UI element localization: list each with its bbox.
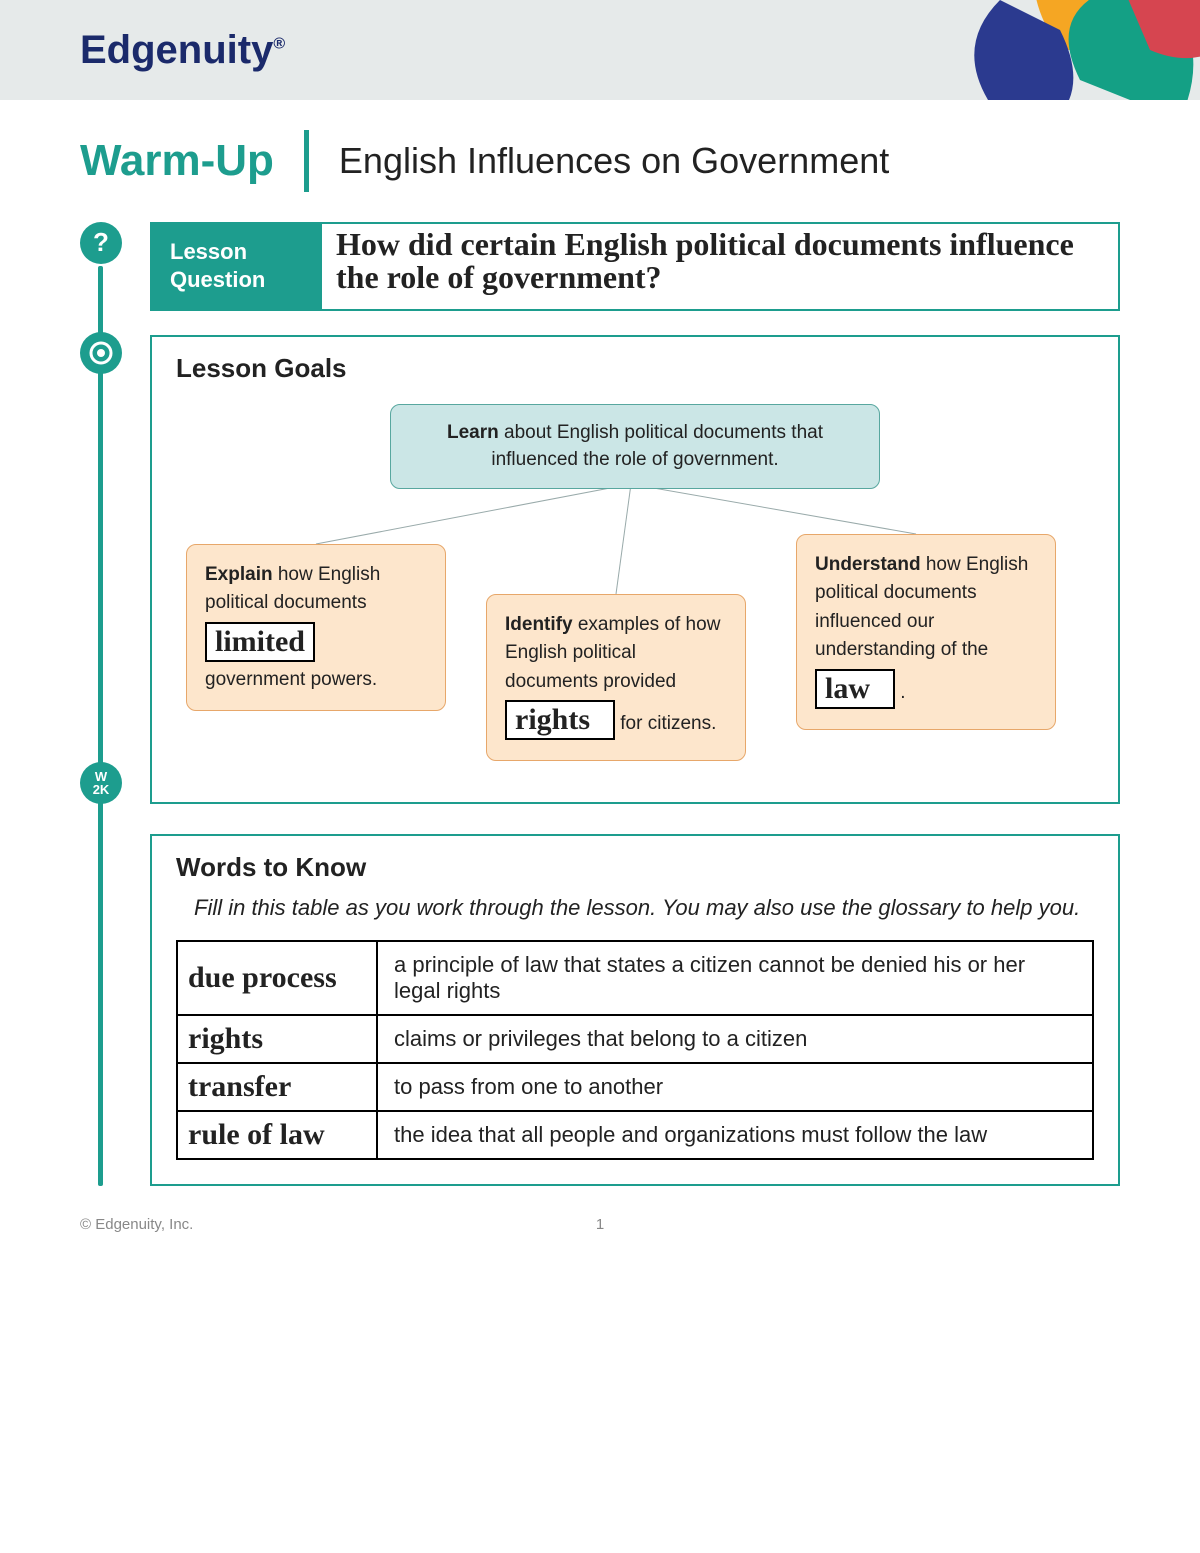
- goal-left-bold: Explain: [205, 564, 273, 585]
- vocab-definition: a principle of law that states a citizen…: [377, 941, 1093, 1015]
- vocab-term: rule of law: [177, 1111, 377, 1159]
- lesson-goals-title: Lesson Goals: [176, 353, 1094, 384]
- vocab-term: rights: [177, 1015, 377, 1063]
- goal-mid-blank: rights: [505, 700, 615, 740]
- target-icon: [80, 332, 122, 374]
- question-glyph: ?: [93, 227, 109, 258]
- table-row: due processa principle of law that state…: [177, 941, 1093, 1015]
- words-to-know-box: Words to Know Fill in this table as you …: [150, 834, 1120, 1186]
- brand-text: Edgenuity: [80, 28, 273, 72]
- vocab-definition: to pass from one to another: [377, 1063, 1093, 1111]
- words-to-know-intro: Fill in this table as you work through t…: [194, 893, 1094, 924]
- vocab-term: transfer: [177, 1063, 377, 1111]
- words-to-know-table: due processa principle of law that state…: [176, 940, 1094, 1160]
- lesson-title: English Influences on Government: [309, 140, 889, 182]
- goal-left: Explain how English political documents …: [186, 544, 446, 712]
- vocab-definition: claims or privileges that belong to a ci…: [377, 1015, 1093, 1063]
- table-row: rightsclaims or privileges that belong t…: [177, 1015, 1093, 1063]
- goal-right-bold: Understand: [815, 554, 921, 575]
- timeline-rail: [98, 266, 103, 1186]
- registered-icon: ®: [273, 36, 285, 53]
- decorative-petals: [880, 0, 1200, 100]
- goal-top: Learn about English political documents …: [390, 404, 880, 489]
- goal-left-post: government powers.: [205, 669, 377, 690]
- title-row: Warm-Up English Influences on Government: [80, 130, 1120, 192]
- goal-right: Understand how English political documen…: [796, 534, 1056, 730]
- goal-right-post: .: [900, 682, 905, 703]
- goal-top-rest: about English political documents that i…: [491, 422, 823, 471]
- words-to-know-title: Words to Know: [176, 852, 1094, 883]
- goal-mid-post: for citizens.: [620, 713, 716, 734]
- table-row: transferto pass from one to another: [177, 1063, 1093, 1111]
- footer-spacer: [1116, 1216, 1120, 1233]
- vocab-definition: the idea that all people and organizatio…: [377, 1111, 1093, 1159]
- page-number: 1: [596, 1216, 604, 1233]
- header-bar: Edgenuity®: [0, 0, 1200, 100]
- page: Edgenuity® Warm-Up English Influences on…: [0, 0, 1200, 1233]
- section-label: Warm-Up: [80, 130, 309, 192]
- copyright: © Edgenuity, Inc.: [80, 1216, 193, 1233]
- vocab-term: due process: [177, 941, 377, 1015]
- goal-top-bold: Learn: [447, 422, 499, 443]
- goal-right-blank: law: [815, 669, 895, 709]
- lesson-question-answer: How did certain English political docume…: [322, 224, 1118, 309]
- content-column: Lesson Question How did certain English …: [150, 222, 1120, 1186]
- lesson-goals-box: Lesson Goals Learn about English politic…: [150, 335, 1120, 804]
- words-to-know-icon: W2K: [80, 762, 122, 804]
- lesson-question-label: Lesson Question: [152, 224, 322, 309]
- table-row: rule of lawthe idea that all people and …: [177, 1111, 1093, 1159]
- goal-left-blank: limited: [205, 622, 315, 662]
- goal-mid: Identify examples of how English politic…: [486, 594, 746, 762]
- goal-mid-bold: Identify: [505, 614, 573, 635]
- main-content: ? W2K Lesson Question How did certain En…: [80, 222, 1120, 1186]
- goals-diagram: Learn about English political documents …: [176, 404, 1094, 774]
- lesson-question-box: Lesson Question How did certain English …: [150, 222, 1120, 311]
- question-icon: ?: [80, 222, 122, 264]
- brand-logo: Edgenuity®: [80, 28, 285, 73]
- page-footer: © Edgenuity, Inc. 1: [80, 1216, 1120, 1233]
